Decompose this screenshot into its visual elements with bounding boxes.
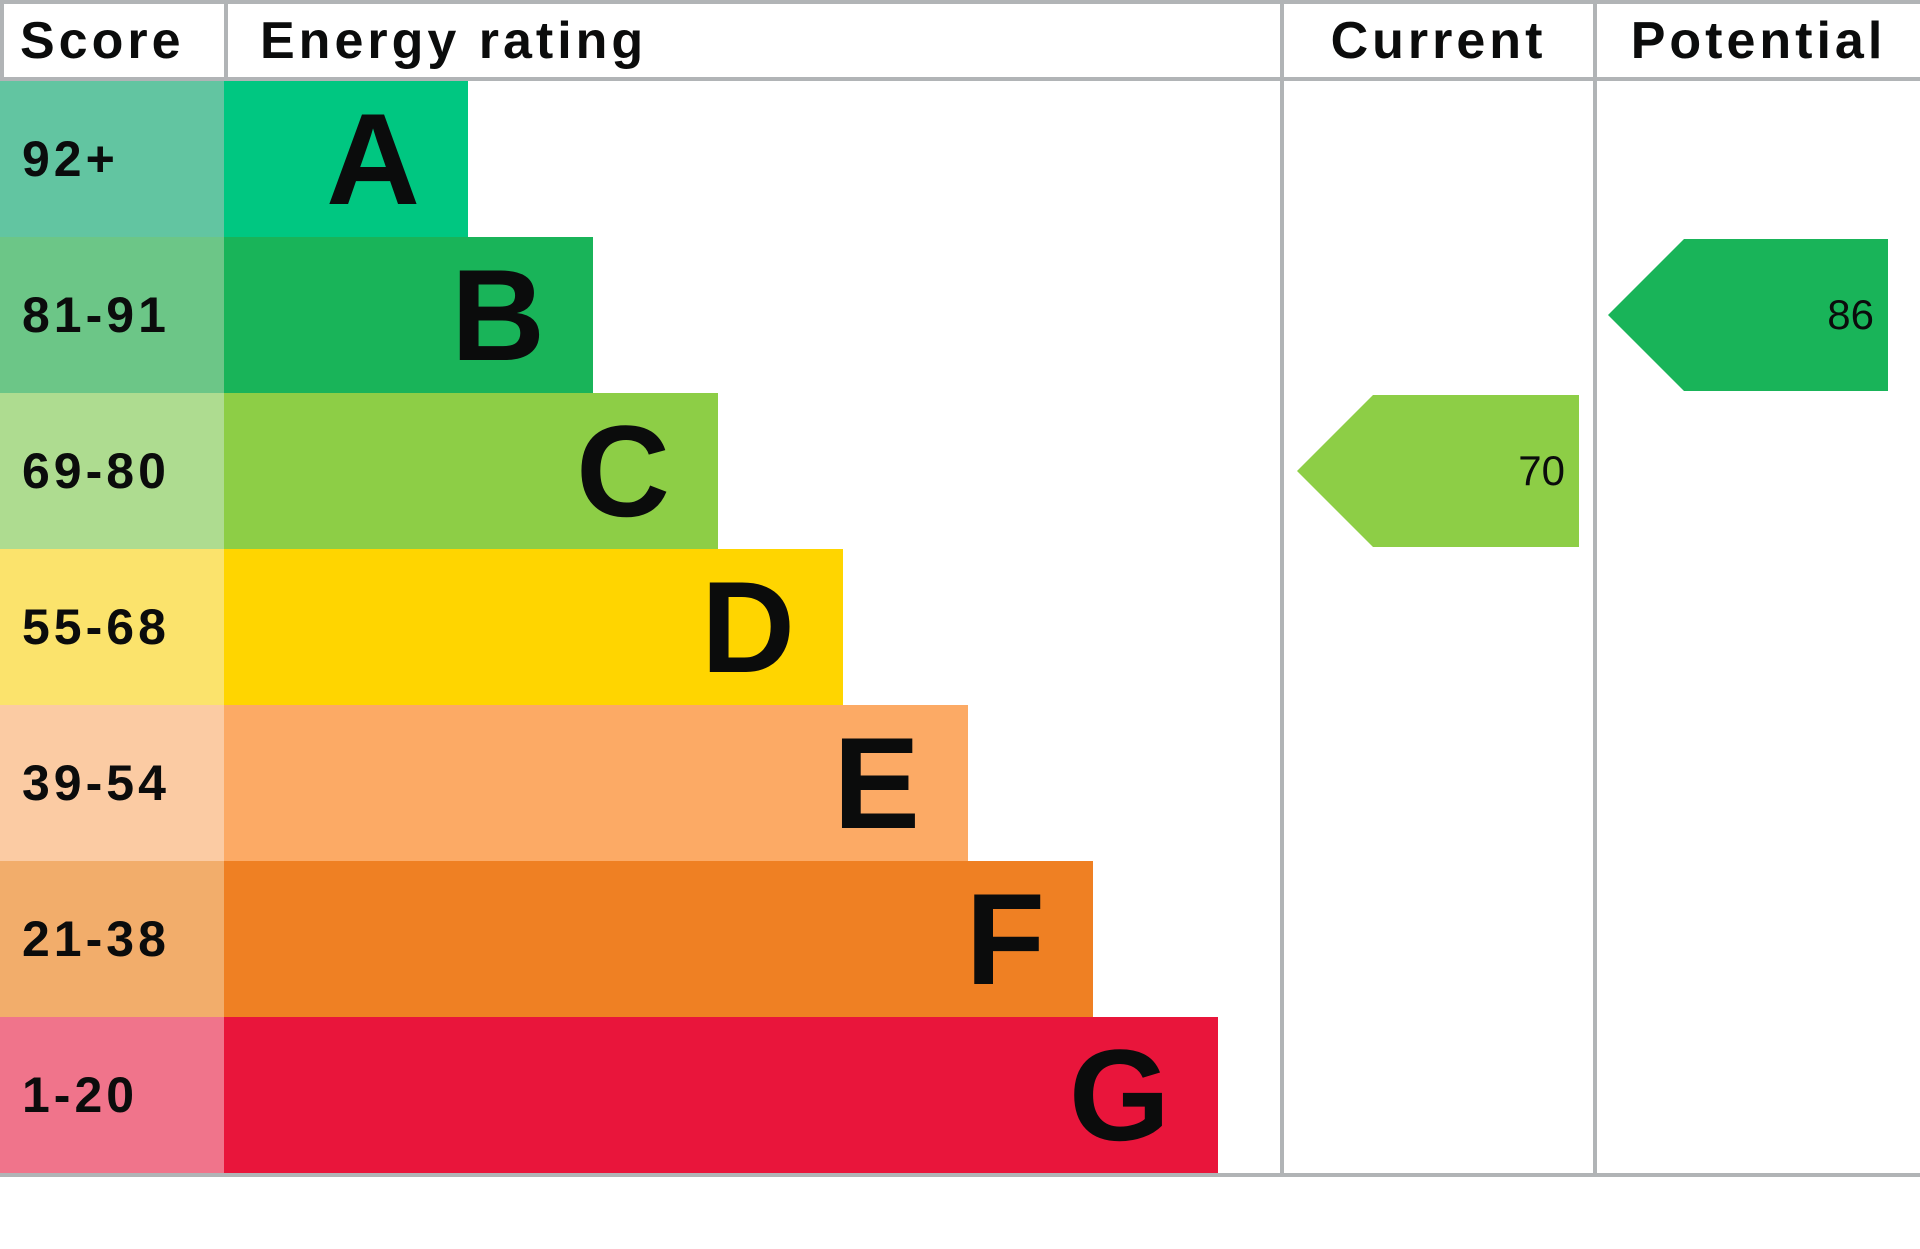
band-letter: E	[833, 710, 920, 856]
table-top-border	[0, 0, 1920, 4]
band-letter: F	[965, 866, 1045, 1012]
score-range-cell: 81-91	[0, 237, 224, 393]
band-bar-c: C	[224, 393, 718, 549]
score-range-cell: 21-38	[0, 861, 224, 1017]
band-letter: D	[701, 554, 795, 700]
band-row-e: 39-54 E	[0, 705, 1920, 861]
header-left-border	[0, 4, 4, 77]
band-row-f: 21-38 F	[0, 861, 1920, 1017]
band-letter: C	[576, 398, 670, 544]
potential-column-header: Potential	[1630, 11, 1887, 70]
score-range-cell: 39-54	[0, 705, 224, 861]
table-bottom-border	[0, 1173, 1920, 1177]
score-range-cell: 1-20	[0, 1017, 224, 1173]
band-row-b: 81-91 B	[0, 237, 1920, 393]
band-row-d: 55-68 D	[0, 549, 1920, 705]
potential-score-value: 86	[1827, 291, 1874, 338]
band-letter: A	[326, 86, 420, 232]
band-row-a: 92+ A	[0, 81, 1920, 237]
band-bar-e: E	[224, 705, 968, 861]
score-column-header: Score	[20, 11, 185, 70]
band-bar-b: B	[224, 237, 593, 393]
rating-current-divider	[1280, 4, 1284, 1173]
band-letter: B	[451, 242, 545, 388]
score-range-cell: 92+	[0, 81, 224, 237]
band-bar-f: F	[224, 861, 1093, 1017]
score-range-cell: 55-68	[0, 549, 224, 705]
band-row-c: 69-80 C	[0, 393, 1920, 549]
energy-rating-column-header: Energy rating	[260, 11, 648, 70]
current-potential-divider	[1593, 4, 1597, 1173]
band-row-g: 1-20 G	[0, 1017, 1920, 1173]
band-letter: G	[1068, 1022, 1170, 1168]
band-bar-d: D	[224, 549, 843, 705]
band-bar-g: G	[224, 1017, 1218, 1173]
header-bottom-border	[0, 77, 1920, 81]
current-column-header: Current	[1330, 11, 1547, 70]
score-range-cell: 69-80	[0, 393, 224, 549]
band-bar-a: A	[224, 81, 468, 237]
current-score-value: 70	[1518, 447, 1565, 494]
score-rating-divider	[224, 4, 228, 77]
